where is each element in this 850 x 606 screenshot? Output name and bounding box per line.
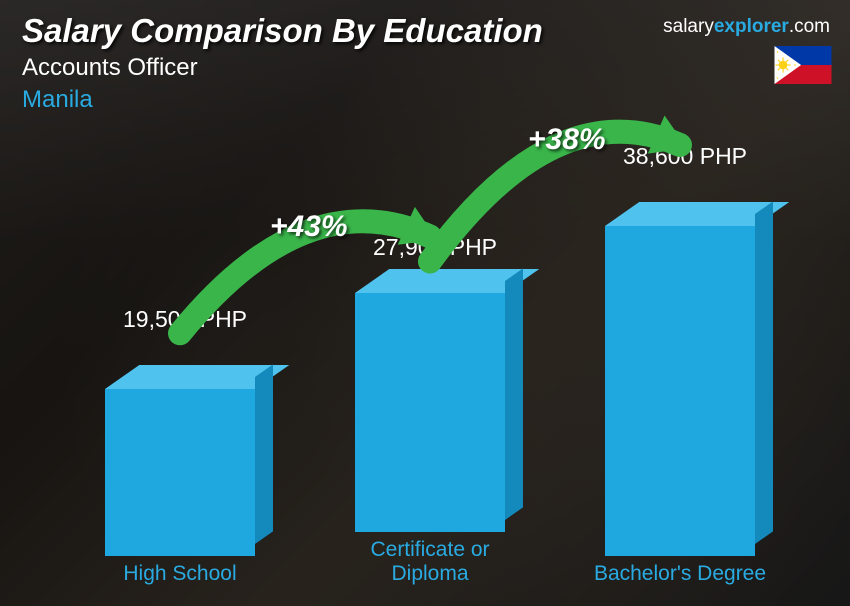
page-title: Salary Comparison By Education [22,12,543,50]
location-label: Manila [22,86,93,114]
job-subtitle: Accounts Officer [22,54,198,82]
brand-suffix: .com [789,16,830,37]
content-layer: Salary Comparison By Education Accounts … [0,0,850,606]
bar-chart: High School19,500 PHPCertificate or Dipl… [60,120,790,586]
brand-logo: salaryexplorer.com [663,16,830,38]
brand-mid: explorer [714,16,789,37]
flag-icon [774,46,832,84]
brand-prefix: salary [663,16,714,37]
increase-arrow [60,120,790,586]
percent-increase-label: +38% [528,123,606,157]
